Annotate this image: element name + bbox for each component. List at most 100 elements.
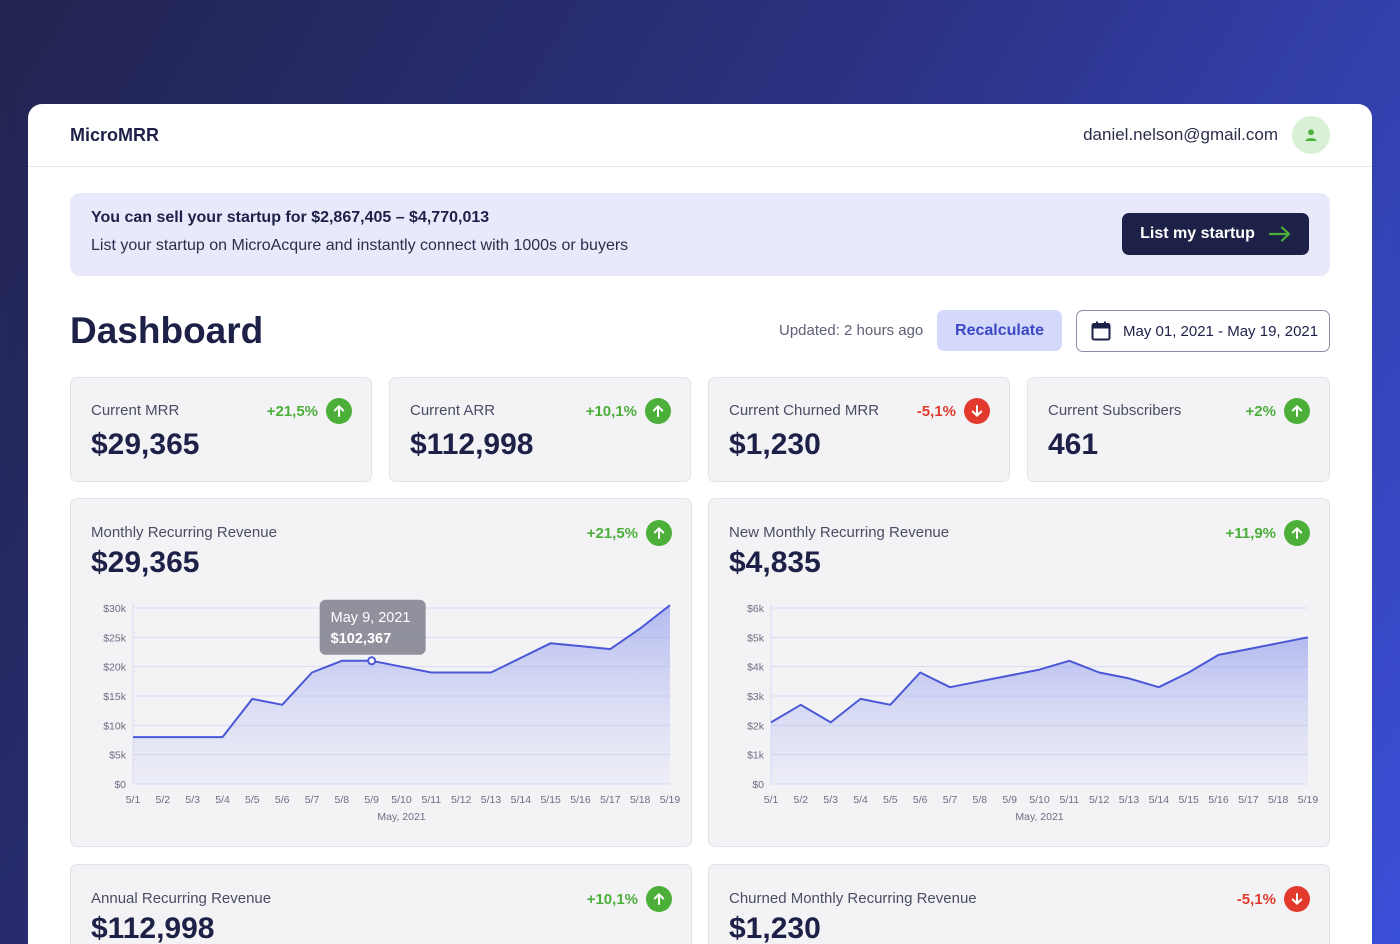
x-tick-label: 5/17 <box>600 794 621 806</box>
avatar[interactable] <box>1292 116 1330 154</box>
delta-value: +10,1% <box>586 890 638 908</box>
x-tick-label: 5/19 <box>660 794 681 806</box>
y-tick-label: $1k <box>747 750 765 762</box>
stat-label: Current ARR <box>410 402 496 419</box>
x-tick-label: 5/14 <box>1149 794 1170 806</box>
chart-value: $112,998 <box>91 912 215 944</box>
chart-delta: -5,1% <box>1237 886 1310 912</box>
x-tick-label: 5/5 <box>245 794 260 806</box>
delta-value: +10,1% <box>585 402 637 420</box>
chart-delta: +11,9% <box>1226 520 1310 546</box>
user-menu[interactable]: daniel.nelson@gmail.com <box>1083 116 1330 154</box>
stat-delta: +10,1% <box>586 398 671 424</box>
arrow-up-icon <box>1284 398 1310 424</box>
chart-label: Annual Recurring Revenue <box>91 890 272 907</box>
arrow-right-icon <box>1268 226 1290 242</box>
brand-logo[interactable]: MicroMRR <box>70 124 159 145</box>
app-window: MicroMRR daniel.nelson@gmail.com You can… <box>28 104 1372 944</box>
series-line <box>770 636 1309 724</box>
x-tick-label: 5/18 <box>630 794 651 806</box>
y-tick-label: $25k <box>103 632 127 644</box>
top-bar: MicroMRR daniel.nelson@gmail.com <box>28 104 1372 167</box>
x-tick-label: 5/11 <box>421 794 441 806</box>
new-mrr-area-chart[interactable]: $0 $1k $2k $3k $4k $5k $6k 5/1 5/2 5/3 5/4 5/5 5/6 5/… <box>709 499 1329 846</box>
delta-value: +2% <box>1245 402 1276 420</box>
delta-value: +21,5% <box>266 402 318 420</box>
x-tick-label: 5/19 <box>1298 794 1319 806</box>
banner-subtitle: List your startup on MicroAcqure and ins… <box>91 237 629 254</box>
churned-mrr-chart-card: Churned Monthly Recurring Revenue -5,1% … <box>708 864 1330 944</box>
stat-delta: +21,5% <box>267 398 352 424</box>
y-tick-label: $15k <box>103 691 127 703</box>
delta-value: -5,1% <box>916 402 956 420</box>
x-tick-label: 5/16 <box>570 794 591 806</box>
arrow-up-icon <box>646 886 672 912</box>
chart-delta: +10,1% <box>587 886 672 912</box>
area-fill <box>133 605 670 784</box>
x-tick-label: 5/3 <box>823 794 838 806</box>
stat-label: Current Churned MRR <box>729 402 880 419</box>
chart-delta: +21,5% <box>587 520 672 546</box>
arrow-up-icon <box>326 398 352 424</box>
stat-value: $1,230 <box>729 428 821 461</box>
stat-value: $29,365 <box>91 428 200 461</box>
y-tick-label: $5k <box>109 750 127 762</box>
y-tick-label: $2k <box>747 720 765 732</box>
x-tick-label: 5/13 <box>1119 794 1140 806</box>
y-tick-label: $20k <box>103 662 127 674</box>
x-tick-label: 5/10 <box>1029 794 1050 806</box>
x-axis-label: May, 2021 <box>377 811 425 823</box>
chart-value: $4,835 <box>729 546 821 579</box>
x-axis-label: May, 2021 <box>1015 811 1063 823</box>
x-tick-label: 5/12 <box>451 794 472 806</box>
calendar-icon <box>1091 321 1111 341</box>
x-tick-label: 5/17 <box>1238 794 1259 806</box>
x-tick-label: 5/7 <box>943 794 958 806</box>
banner-title: You can sell your startup for $2,867,405… <box>91 209 490 226</box>
x-tick-label: 5/4 <box>853 794 868 806</box>
chart-label: Monthly Recurring Revenue <box>91 524 277 541</box>
y-tick-label: $0 <box>752 779 764 791</box>
chart-label: Churned Monthly Recurring Revenue <box>729 890 977 907</box>
stat-label: Current Subscribers <box>1048 402 1182 419</box>
stat-card-churned-mrr[interactable]: Current Churned MRR -5,1% $1,230 <box>708 377 1010 482</box>
arrow-up-icon <box>646 520 672 546</box>
x-tick-label: 5/18 <box>1268 794 1289 806</box>
area-fill <box>771 637 1308 784</box>
chart-value: $1,230 <box>729 912 821 944</box>
date-range-text: May 01, 2021 - May 19, 2021 <box>1123 322 1319 340</box>
stat-label: Current MRR <box>91 402 180 419</box>
x-tick-label: 5/5 <box>883 794 898 806</box>
x-tick-label: 5/8 <box>973 794 988 806</box>
x-tick-label: 5/4 <box>215 794 230 806</box>
stat-card-arr[interactable]: Current ARR +10,1% $112,998 <box>389 377 691 482</box>
tooltip-date: May 9, 2021 <box>331 610 411 626</box>
y-tick-label: $30k <box>103 603 127 615</box>
stat-value: $112,998 <box>410 428 534 461</box>
arrow-up-icon <box>1284 520 1310 546</box>
user-icon <box>1305 129 1317 141</box>
x-tick-label: 5/7 <box>305 794 320 806</box>
recalculate-button[interactable]: Recalculate <box>937 310 1062 351</box>
series-line <box>133 604 671 739</box>
delta-value: +21,5% <box>586 524 638 542</box>
list-startup-label: List my startup <box>1140 225 1255 242</box>
stat-card-mrr[interactable]: Current MRR +21,5% $29,365 <box>70 377 372 482</box>
y-tick-label: $10k <box>103 720 127 732</box>
x-tick-label: 5/11 <box>1059 794 1079 806</box>
chart-value: $29,365 <box>91 546 200 579</box>
y-tick-label: $5k <box>747 632 765 644</box>
date-range-picker[interactable]: May 01, 2021 - May 19, 2021 <box>1076 310 1330 352</box>
new-mrr-chart-card: New Monthly Recurring Revenue +11,9% $4,… <box>708 498 1330 847</box>
updated-timestamp: Updated: 2 hours ago <box>779 322 924 339</box>
highlight-point <box>367 656 377 666</box>
x-tick-label: 5/16 <box>1208 794 1229 806</box>
y-tick-label: $0 <box>114 779 126 791</box>
stat-card-subscribers[interactable]: Current Subscribers +2% 461 <box>1027 377 1330 482</box>
mrr-area-chart[interactable]: $0 $5k $10k $15k $20k $25k $30k 5/1 5/2 5/3 5/4 5/5… <box>71 499 691 846</box>
stat-delta: -5,1% <box>917 398 990 424</box>
x-tick-label: 5/2 <box>794 794 809 806</box>
list-startup-button[interactable]: List my startup <box>1122 213 1309 255</box>
tooltip-value: $102,367 <box>331 631 391 647</box>
page-title: Dashboard <box>70 310 264 351</box>
